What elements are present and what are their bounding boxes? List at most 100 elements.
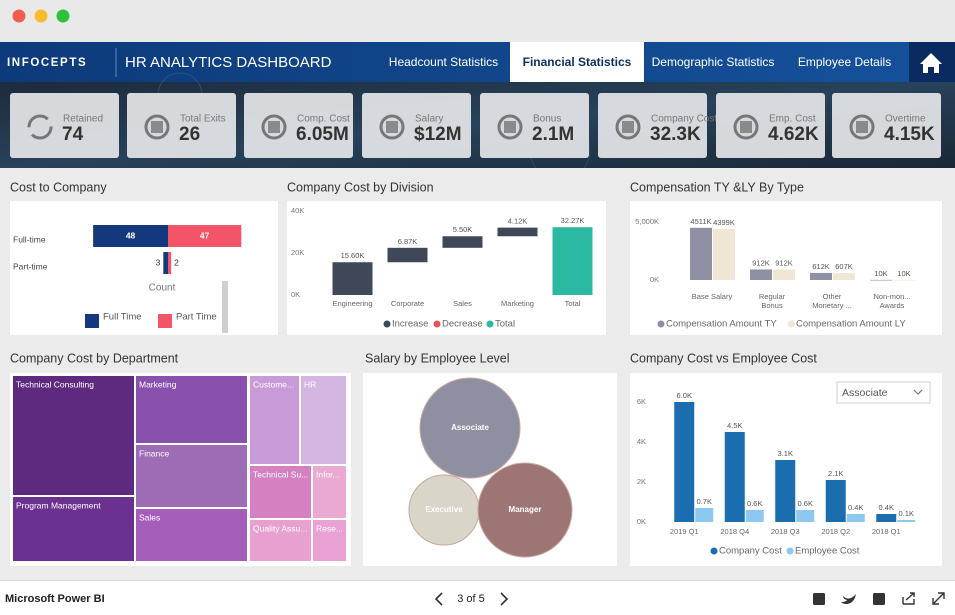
- scrollbar[interactable]: [222, 281, 228, 333]
- bar: [773, 269, 795, 280]
- tab[interactable]: [510, 42, 644, 82]
- panel-title: Compensation TY &LY By Type: [630, 180, 804, 194]
- tile-label: Infor...: [316, 469, 340, 479]
- bar: [825, 480, 846, 522]
- bar: [750, 269, 772, 280]
- data-label: 2: [174, 257, 179, 267]
- minimize-button[interactable]: [34, 9, 48, 23]
- x-tick-label: Other Monetary ...: [812, 292, 852, 310]
- data-label: 5.50K: [453, 225, 473, 234]
- kpi-label: Salary: [415, 114, 443, 125]
- x-tick-label: 2018 Q1: [872, 527, 901, 536]
- kpi-icon-detail: [622, 121, 634, 133]
- legend-marker: [657, 320, 665, 328]
- x-tick-label: Engineering: [332, 299, 372, 308]
- legend-marker: [383, 320, 391, 328]
- kpi-value: 26: [179, 124, 200, 145]
- kpi-label: Company Cost: [651, 114, 717, 125]
- kpi-value: 2.1M: [532, 124, 574, 145]
- kpi-value: 6.05M: [296, 124, 349, 145]
- kpi-label: Emp. Cost: [769, 114, 816, 125]
- kpi-icon-detail: [386, 121, 398, 133]
- data-label: 6.87K: [398, 237, 418, 246]
- bar: [163, 252, 168, 274]
- legend-marker: [710, 547, 718, 555]
- data-label: 0.6K: [747, 499, 762, 508]
- slicer-dropdown[interactable]: [836, 381, 931, 404]
- bar: [893, 279, 915, 281]
- legend-marker: [85, 314, 99, 328]
- kpi-card: [10, 93, 119, 158]
- x-tick-label: Marketing: [501, 299, 534, 308]
- legend-marker: [433, 320, 441, 328]
- x-tick-label: Total: [565, 299, 581, 308]
- page-indicator: 3 of 5: [457, 593, 485, 605]
- charts: Cost to Company Company Cost by Division C…: [10, 180, 931, 561]
- linkedin-share[interactable]: [813, 593, 825, 605]
- kpi-label: Comp. Cost: [297, 114, 350, 125]
- kpi-icon: [733, 114, 759, 140]
- bar: [796, 510, 815, 522]
- data-label: 32.27K: [561, 216, 585, 225]
- kpi-value: 4.15K: [884, 124, 935, 145]
- fullscreen[interactable]: [932, 592, 945, 605]
- legend-marker: [787, 320, 795, 328]
- next-page[interactable]: [500, 592, 509, 606]
- share[interactable]: [902, 592, 915, 605]
- data-label: 2.1K: [828, 469, 843, 478]
- data-label: 612K: [812, 262, 830, 271]
- tile-label: Sales: [139, 512, 160, 522]
- legend-label: Compensation Amount LY: [796, 319, 906, 330]
- kpi-icon: [849, 114, 875, 140]
- brand: Microsoft Power BI: [5, 593, 105, 605]
- data-label: 0.6K: [798, 499, 813, 508]
- x-tick-label: Base Salary: [692, 292, 733, 301]
- panel-title: Company Cost vs Employee Cost: [630, 351, 817, 365]
- legend-label: Employee Cost: [795, 546, 860, 557]
- treemap-tile: [136, 445, 247, 507]
- bar: [332, 262, 373, 295]
- data-label: 10K: [897, 269, 910, 278]
- bubble-label: Executive: [425, 505, 463, 514]
- treemap-tile: [13, 497, 134, 561]
- kpi-card: [716, 93, 825, 158]
- tab-label: Financial Statistics: [523, 55, 632, 69]
- tile-label: Program Management: [16, 500, 101, 510]
- tile-label: Finance: [139, 448, 170, 458]
- y-tick-label: 0K: [637, 517, 646, 526]
- data-label: 0.1K: [899, 509, 914, 518]
- kpi-value: $12M: [414, 124, 462, 145]
- twitter-share[interactable]: [841, 594, 856, 604]
- bar: [724, 432, 745, 522]
- kpi-icon: [144, 114, 170, 140]
- tile-label: HR: [304, 379, 316, 389]
- tile-label: Quality Assu...: [253, 523, 307, 533]
- bar: [168, 225, 242, 247]
- close-button[interactable]: [12, 9, 26, 23]
- prev-page[interactable]: [434, 592, 443, 606]
- kpi-icon-detail: [151, 121, 163, 133]
- data-label: 48: [126, 230, 136, 240]
- x-tick-label: Sales: [453, 299, 472, 308]
- treemap-tile: [13, 376, 134, 495]
- bar: [897, 520, 916, 522]
- bar: [846, 514, 865, 522]
- bubble: [477, 462, 573, 558]
- maximize-button[interactable]: [56, 9, 70, 23]
- legend-label: Compensation Amount TY: [666, 319, 777, 330]
- bubble-label: Manager: [509, 505, 542, 514]
- facebook-share[interactable]: [873, 593, 885, 605]
- treemap-tile: [136, 509, 247, 561]
- bar: [775, 460, 796, 522]
- data-label: 15.60K: [341, 251, 365, 260]
- bubble: [419, 377, 521, 479]
- kpi-icon-detail: [504, 121, 516, 133]
- kpi-icon: [379, 114, 405, 140]
- panel-title: Cost to Company: [10, 180, 107, 194]
- legend-marker: [486, 320, 494, 328]
- data-label: 6.0K: [677, 391, 692, 400]
- y-tick-label: 4K: [637, 437, 646, 446]
- kpi-card: [832, 93, 941, 158]
- data-label: 0.7K: [697, 497, 712, 506]
